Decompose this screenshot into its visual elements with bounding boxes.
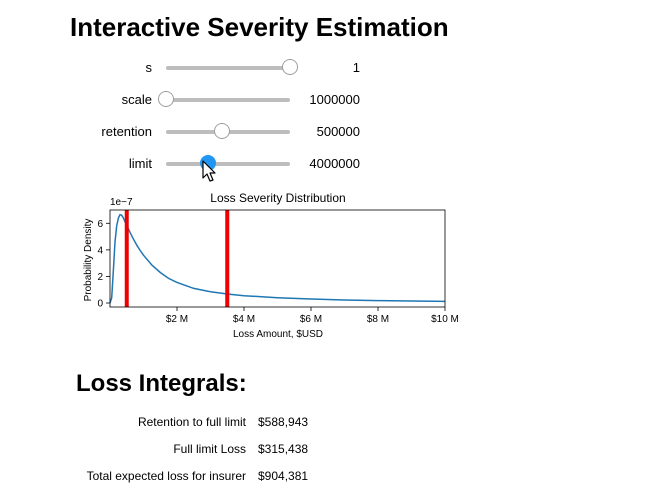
- slider-label-retention: retention: [101, 124, 152, 139]
- density-curve: [109, 213, 446, 304]
- x-axis-label: Loss Amount, $USD: [233, 329, 323, 340]
- x-tick-label: $4 M: [233, 314, 255, 325]
- slider-track-limit[interactable]: [166, 155, 290, 171]
- slider-row-s: s 1: [60, 56, 380, 80]
- slider-label-scale: scale: [121, 92, 152, 107]
- slider-track-retention[interactable]: [166, 123, 290, 139]
- integral-value-retention: $588,943: [258, 415, 309, 429]
- slider-value-retention: 500000: [316, 124, 360, 139]
- integral-value-total: $904,381: [258, 469, 309, 483]
- loss-integrals-heading: Loss Integrals:: [76, 370, 247, 397]
- integral-row-retention: Retention to full limit $588,943: [60, 413, 380, 433]
- mouse-pointer-icon: [202, 160, 216, 182]
- integral-value-full-limit: $315,438: [258, 442, 309, 456]
- slider-label-limit: limit: [128, 156, 152, 171]
- integral-label-full-limit: Full limit Loss: [173, 442, 246, 456]
- slider-value-s: 1: [352, 60, 360, 75]
- y-tick-label: 4: [97, 245, 103, 256]
- loss-severity-chart: Loss Severity Distribution 1e−7 Probabil…: [83, 191, 459, 340]
- y-tick-label: 2: [97, 272, 103, 283]
- chart-title: Loss Severity Distribution: [210, 191, 345, 205]
- x-tick-label: $6 M: [300, 314, 322, 325]
- x-tick-label: $2 M: [166, 314, 188, 325]
- y-axis-label: Probability Density: [83, 219, 94, 302]
- page-title: Interactive Severity Estimation: [70, 12, 449, 42]
- x-tick-label: $8 M: [367, 314, 389, 325]
- slider-value-limit: 4000000: [309, 156, 360, 171]
- y-tick-label: 0: [97, 299, 103, 310]
- y-tick-label: 6: [97, 219, 103, 230]
- slider-thumb-s[interactable]: [282, 59, 298, 75]
- slider-thumb-retention[interactable]: [213, 123, 230, 139]
- slider-row-scale: scale 1000000: [60, 88, 380, 112]
- slider-row-retention: retention 500000: [60, 120, 380, 144]
- slider-label-s: s: [145, 60, 153, 75]
- x-tick-label: $10 M: [431, 314, 459, 325]
- y-scale-label: 1e−7: [110, 197, 133, 208]
- slider-row-limit: limit 4000000: [60, 152, 380, 176]
- slider-thumb-scale[interactable]: [158, 91, 174, 107]
- slider-track-s[interactable]: [166, 59, 298, 75]
- integral-label-total: Total expected loss for insurer: [86, 469, 246, 483]
- plot-frame: [109, 209, 446, 308]
- integral-row-total: Total expected loss for insurer $904,381: [60, 467, 380, 487]
- slider-track-scale[interactable]: [158, 91, 290, 107]
- integral-label-retention: Retention to full limit: [137, 415, 246, 429]
- slider-value-scale: 1000000: [309, 92, 360, 107]
- integral-row-full-limit: Full limit Loss $315,438: [60, 440, 380, 460]
